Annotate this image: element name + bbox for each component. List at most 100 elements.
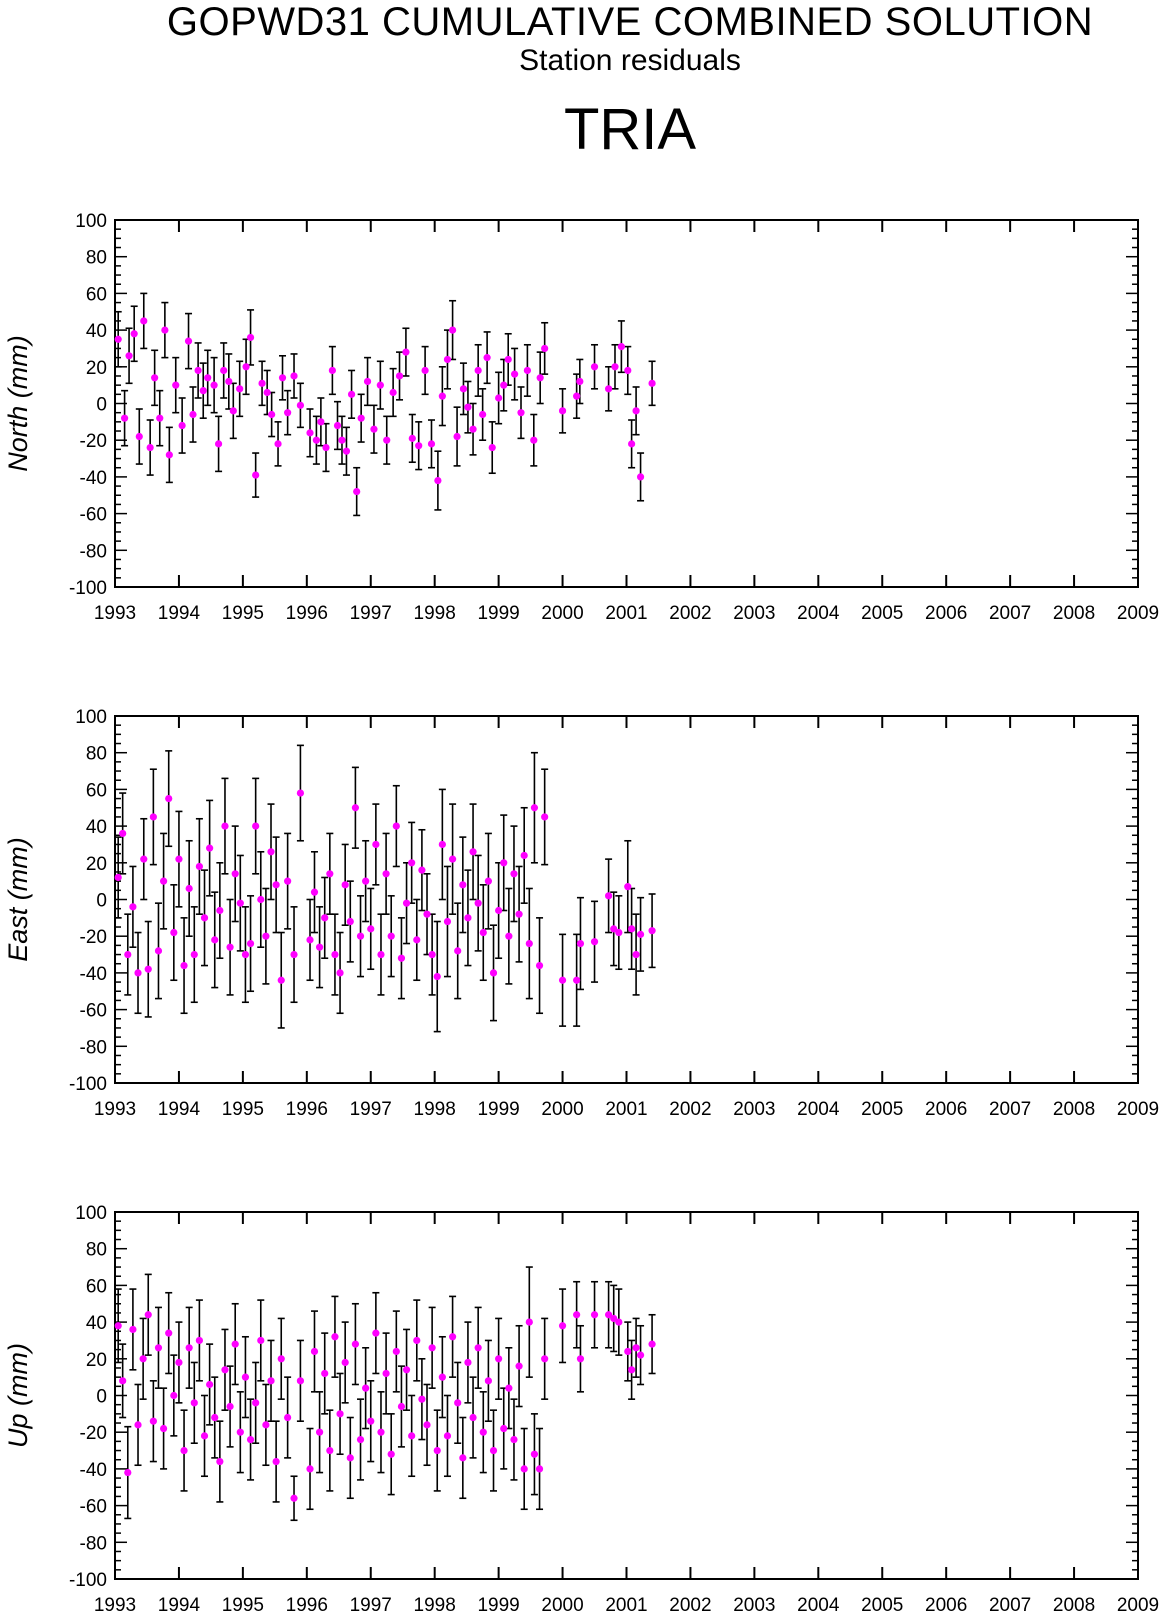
data-point <box>511 370 519 378</box>
x-tick-label: 2005 <box>861 1595 903 1616</box>
data-point <box>464 914 472 922</box>
data-point <box>500 381 508 389</box>
data-point <box>246 939 255 948</box>
plot-frame <box>114 219 1139 588</box>
data-point <box>139 1355 147 1363</box>
data-point <box>341 881 349 889</box>
data-point <box>290 372 298 380</box>
data-point <box>341 1358 349 1367</box>
x-tick-label: 2006 <box>925 1099 967 1120</box>
data-point <box>296 1377 305 1385</box>
data-point <box>296 401 305 409</box>
data-point <box>530 1450 539 1458</box>
y-tick-label: -80 <box>80 1037 107 1058</box>
x-tick-label: 1995 <box>222 603 264 624</box>
data-point <box>195 1336 203 1345</box>
data-point <box>140 317 148 325</box>
data-point <box>525 939 533 948</box>
data-point <box>604 385 613 393</box>
data-point <box>517 409 525 417</box>
data-point <box>632 1344 640 1352</box>
data-point <box>383 436 391 444</box>
data-point <box>221 1366 229 1374</box>
data-point <box>185 1344 193 1352</box>
x-tick-label: 1995 <box>222 1595 264 1616</box>
data-point <box>488 443 496 452</box>
data-point <box>124 1468 132 1477</box>
x-tick-label: 2002 <box>669 1595 711 1616</box>
data-point <box>479 928 487 937</box>
data-point <box>610 925 618 933</box>
data-point <box>402 1366 411 1374</box>
data-point <box>434 476 442 485</box>
data-point <box>443 355 452 364</box>
x-tick-label: 2008 <box>1053 1595 1095 1616</box>
data-point <box>484 877 492 885</box>
data-point <box>278 374 287 382</box>
x-tick-label: 1999 <box>477 603 519 624</box>
station-name: TRIA <box>563 97 697 162</box>
data-point <box>226 1402 234 1411</box>
data-point <box>226 943 234 951</box>
data-point <box>367 1417 375 1425</box>
data-point <box>284 877 292 885</box>
data-point <box>541 813 549 821</box>
data-point <box>357 414 365 422</box>
y-tick-label: -60 <box>80 1001 107 1022</box>
data-point <box>479 410 487 419</box>
panel-2: 100 80 60 40 20 0 -20 -40 -60 -80 -100 1993 1994 1995… <box>3 707 1159 1120</box>
data-point <box>124 950 132 959</box>
y-tick-label: -40 <box>80 1460 107 1481</box>
x-tick-label: 2002 <box>669 603 711 624</box>
data-point <box>317 418 325 426</box>
data-point <box>242 363 250 371</box>
data-point <box>200 914 209 922</box>
data-point <box>558 976 567 984</box>
data-point <box>195 862 203 871</box>
data-point <box>448 1333 457 1341</box>
panel-3: 100 80 60 40 20 0 -20 -40 -60 -80 -100 1993 1994 1995… <box>3 1203 1159 1616</box>
data-point <box>257 895 265 904</box>
data-point <box>194 366 202 375</box>
data-point <box>382 870 390 878</box>
data-point <box>469 1413 477 1422</box>
data-point <box>342 447 351 455</box>
data-point <box>520 851 528 860</box>
y-tick-label: 20 <box>86 358 107 379</box>
data-point <box>421 366 429 375</box>
data-point <box>351 1340 360 1348</box>
data-point <box>415 442 423 450</box>
data-point <box>558 1322 567 1330</box>
data-point <box>199 387 207 395</box>
data-point <box>159 877 168 885</box>
data-point <box>610 1314 618 1323</box>
data-point <box>268 410 276 419</box>
data-point <box>353 487 361 496</box>
data-point <box>520 1465 528 1473</box>
data-point <box>204 374 212 382</box>
data-point <box>632 950 640 959</box>
y-tick-label: -20 <box>80 431 107 452</box>
data-point <box>438 840 446 849</box>
data-point <box>495 906 503 915</box>
data-point <box>216 1457 224 1466</box>
data-point <box>214 440 223 448</box>
data-point <box>190 1399 198 1407</box>
x-tick-label: 2004 <box>797 1595 840 1616</box>
data-point <box>129 1325 137 1334</box>
data-point <box>636 473 645 481</box>
data-point <box>474 366 482 375</box>
data-point <box>448 855 457 863</box>
y-tick-label: 0 <box>96 891 107 912</box>
data-point <box>130 330 138 338</box>
series-residuals <box>114 292 656 517</box>
x-tick-label: 2001 <box>605 1595 647 1616</box>
x-tick-label: 1995 <box>222 1099 264 1120</box>
data-point <box>316 943 324 951</box>
data-point <box>604 892 613 900</box>
data-point <box>144 1311 152 1319</box>
data-point <box>165 451 173 459</box>
data-point <box>505 932 513 940</box>
data-point <box>428 1344 436 1352</box>
data-point <box>510 1435 518 1444</box>
